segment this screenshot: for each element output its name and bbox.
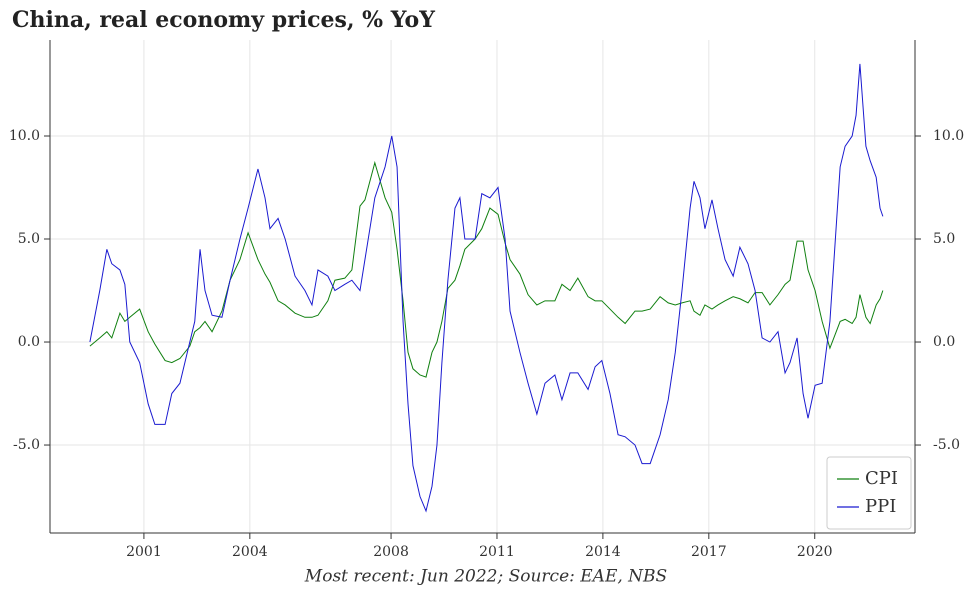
y2-tick-label: 0.0 [933,334,955,350]
chart-title: China, real economy prices, % YoY [12,7,435,33]
x-tick-label: 2011 [479,544,515,560]
line-cpi [89,160,884,378]
y-tick-label: 10.0 [9,128,40,144]
x-tick-label: 2020 [797,544,833,560]
caption: Most recent: Jun 2022; Source: EAE, NBS [304,567,667,587]
y-tick-label: -5.0 [13,437,40,453]
legend-label: PPI [865,496,896,517]
x-tick-label: 2004 [232,544,268,560]
y2-tick-label: -5.0 [933,437,960,453]
x-tick-label: 2001 [126,544,162,560]
legend-label: CPI [865,468,898,489]
line-ppi [89,63,884,513]
x-tick-label: 2017 [691,544,727,560]
y-tick-label: 5.0 [18,231,40,247]
x-tick-label: 2014 [585,544,621,560]
y-tick-label: 0.0 [18,334,40,350]
y2-tick-label: 10.0 [933,128,964,144]
x-tick-label: 2008 [373,544,409,560]
legend-box [826,456,912,530]
y2-tick-label: 5.0 [933,231,955,247]
